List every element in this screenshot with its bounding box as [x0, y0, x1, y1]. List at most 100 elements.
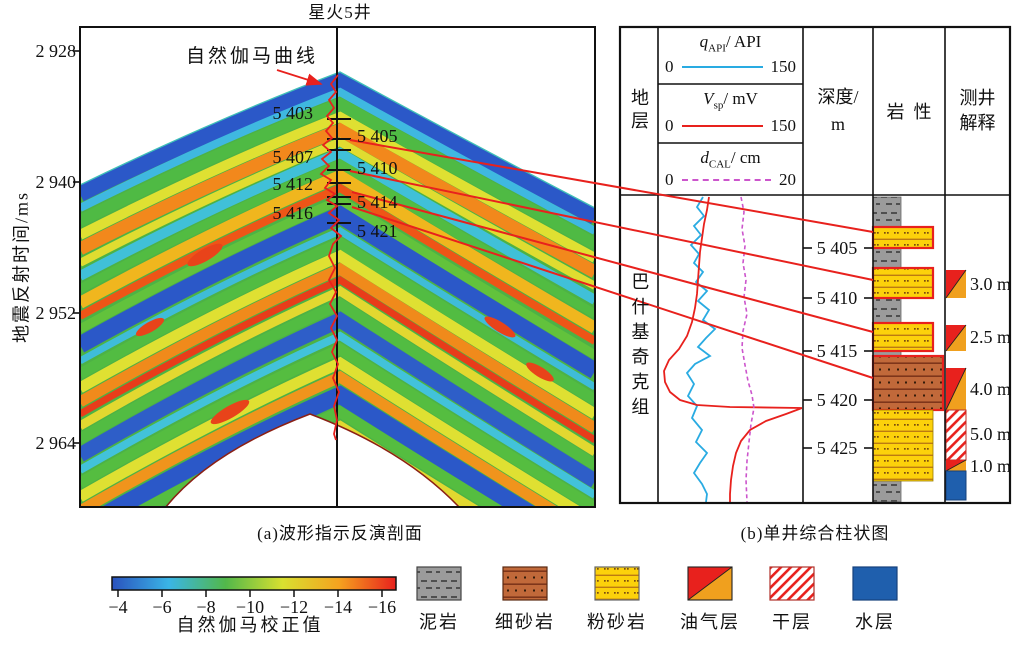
well-mark-5414: 5 414	[357, 192, 398, 212]
interp-thickness-5.0m: 5.0 m	[970, 424, 1012, 444]
seismic-band	[80, 276, 595, 443]
track-min-caliper: 0	[665, 170, 674, 190]
time-tick-2928: 2 928	[35, 41, 77, 61]
well-title: 星火5井	[308, 3, 372, 22]
gamma-ray-curve	[319, 74, 343, 441]
column-header-lithology: 岩性	[886, 102, 941, 122]
depth-label-5425: 5 425	[816, 438, 858, 458]
seismic-band	[80, 194, 595, 359]
seismic-band	[80, 97, 595, 250]
seismic-band	[80, 311, 595, 488]
seismic-blank-core	[164, 413, 461, 507]
seismic-band	[136, 405, 504, 507]
seismic-band	[101, 385, 536, 507]
interp-oil-gas-layer	[945, 459, 967, 472]
interp-thickness-3.0m: 3.0 m	[970, 274, 1012, 294]
well-mark-5405: 5 405	[357, 126, 398, 146]
legend-label-oil-gas: 油气层	[680, 612, 740, 632]
cbar-tick-neg6: −6	[152, 597, 172, 617]
interp-thickness-4.0m: 4.0 m	[970, 379, 1012, 399]
track-header-caliper: dCAL/ cm 0 20	[659, 143, 802, 195]
legend-swatch-mudstone	[416, 566, 462, 601]
well-mark-5407: 5 407	[272, 147, 314, 167]
track-title-gamma: qAPI/ API	[699, 32, 762, 55]
legend-label-fine-sandstone: 细砂岩	[495, 612, 555, 632]
depth-label-5415: 5 415	[816, 341, 858, 361]
seismic-band	[80, 227, 595, 391]
track-max-gamma: 150	[770, 57, 797, 76]
seismic-panel	[79, 26, 596, 508]
legend-label-water: 水层	[855, 612, 895, 632]
legend-swatch-water-layer	[852, 566, 898, 601]
track-max-caliper: 20	[779, 170, 796, 190]
seismic-band	[80, 71, 595, 225]
seismic-hot-spot	[210, 399, 250, 425]
seismic-band	[80, 236, 595, 405]
track-min-gamma: 0	[665, 57, 674, 76]
seismic-band	[80, 370, 559, 507]
interp-oil-gas-layer	[945, 367, 967, 411]
time-tick-2940: 2 940	[35, 172, 77, 192]
track-min-sp: 0	[665, 116, 674, 135]
seismic-hot-spot	[135, 317, 165, 337]
seismic-band	[80, 205, 595, 379]
legend-swatch-siltstone	[594, 566, 640, 601]
seismic-band	[80, 285, 595, 456]
legend-swatch-oil-gas-layer	[687, 566, 733, 601]
seismic-band	[80, 249, 595, 419]
track-title-caliper: dCAL/ cm	[700, 148, 761, 171]
interp-thickness-1.0m: 1.0 m	[970, 456, 1012, 476]
colorbar-label: 自然伽马校正值	[176, 615, 324, 635]
cbar-tick-neg16: −16	[367, 597, 397, 617]
seismic-hot-spot	[484, 316, 516, 338]
depth-label-5420: 5 420	[816, 390, 858, 410]
legend-swatch-fine-sandstone	[502, 566, 548, 601]
column-header-strata: 地层	[629, 88, 649, 134]
annotation-arrow	[276, 69, 323, 86]
well-mark-5416: 5 416	[272, 203, 314, 223]
interp-water-layer	[945, 470, 967, 501]
correlation-line	[351, 191, 874, 333]
time-axis-label: 地震反射时间/ms	[11, 190, 32, 344]
caliper-log-curve	[740, 196, 755, 503]
sp-line-sample	[681, 125, 763, 127]
well-mark-5403: 5 403	[272, 103, 314, 123]
well-mark-5412: 5 412	[272, 174, 314, 194]
cbar-tick-neg8: −8	[196, 597, 216, 617]
time-tick-2952: 2 952	[35, 303, 77, 323]
gamma-line-sample	[681, 66, 763, 68]
correlation-line	[349, 139, 874, 233]
track-title-sp: Vsp/ mV	[703, 89, 758, 112]
track-header-sp: Vsp/ mV 0 150	[659, 84, 802, 143]
seismic-band	[80, 331, 595, 499]
depth-label-5410: 5 410	[816, 288, 858, 308]
legend-swatch-fine-sandstone	[769, 566, 815, 601]
seismic-band	[80, 169, 595, 334]
time-tick-2964: 2 964	[35, 433, 77, 453]
panel-a-caption: (a)波形指示反演剖面	[257, 524, 423, 543]
sp-log-curve	[663, 196, 802, 502]
panel-b-caption: (b)单井综合柱状图	[740, 524, 890, 543]
interp-oil-gas-layer	[945, 269, 967, 299]
seismic-band	[80, 183, 595, 345]
well-mark-5410: 5 410	[357, 158, 398, 178]
seismic-hot-spot	[526, 362, 554, 382]
cbar-tick-neg4: −4	[108, 597, 128, 617]
depth-header-line1: 深度/	[817, 87, 859, 107]
seismic-band	[80, 122, 595, 278]
seismic-border	[79, 26, 596, 508]
colorbar	[111, 576, 397, 591]
legend-label-mudstone: 泥岩	[419, 612, 459, 632]
interp-oil-gas-layer	[945, 324, 967, 352]
seismic-band	[80, 137, 595, 290]
seismic-hot-spot	[187, 243, 223, 267]
depth-header-line2: m	[830, 114, 845, 134]
seismic-band	[80, 147, 595, 305]
legend-label-dry: 干层	[772, 612, 812, 632]
seismic-band	[80, 111, 595, 263]
track-header-gamma: qAPI/ API 0 150	[659, 27, 802, 84]
caliper-line-sample	[681, 179, 771, 182]
